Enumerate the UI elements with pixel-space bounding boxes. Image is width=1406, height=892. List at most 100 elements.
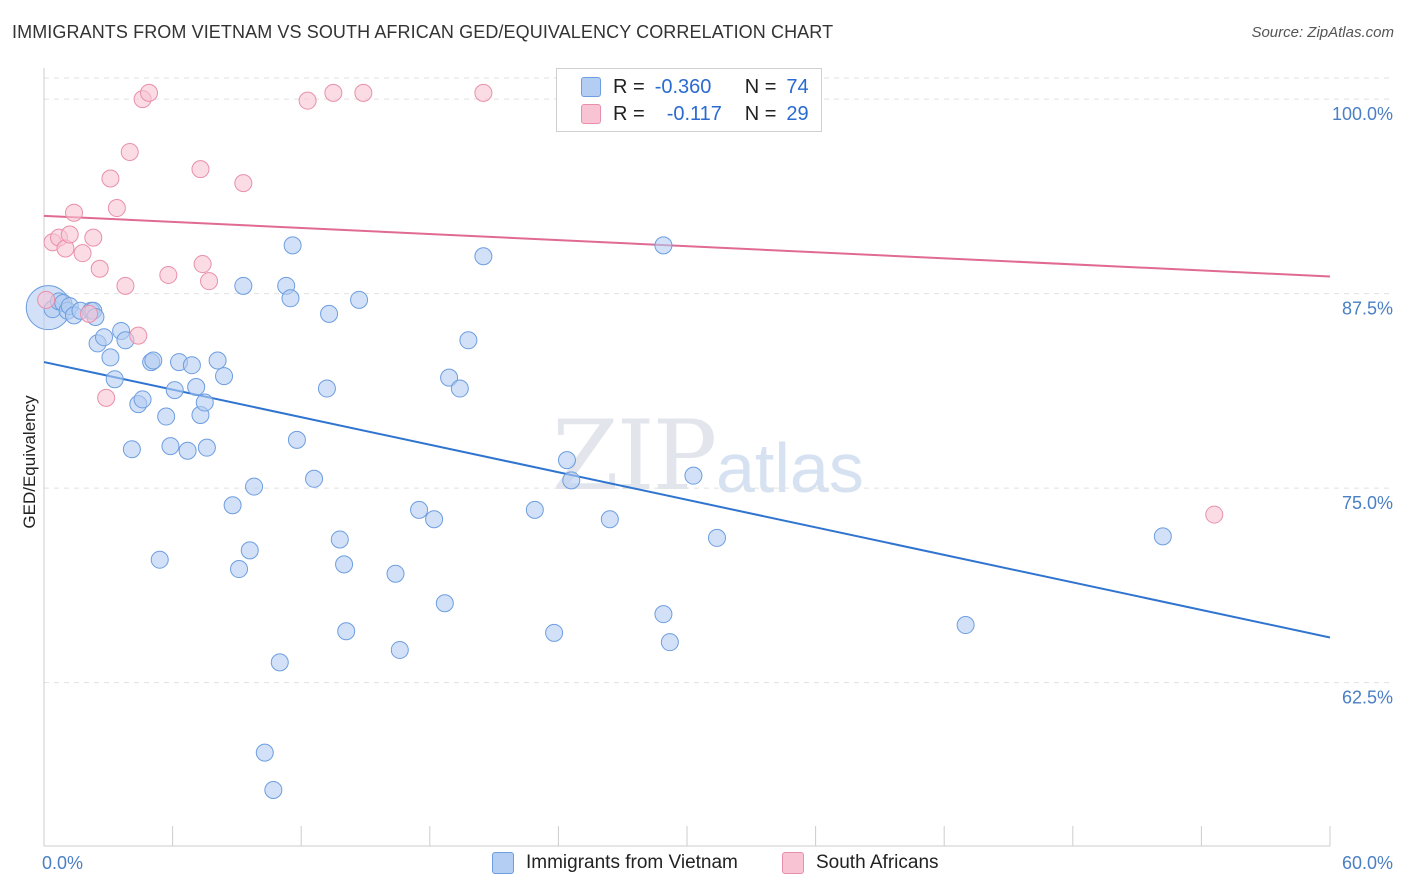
blue-data-point [105, 370, 124, 389]
blue-data-point [440, 368, 459, 387]
data-points [25, 83, 1224, 799]
legend-item-vietnam[interactable]: Immigrants from Vietnam [492, 852, 738, 874]
n-label: N = [744, 102, 777, 125]
blue-data-point [654, 605, 673, 624]
blue-data-point [178, 441, 197, 460]
pink-data-point [97, 388, 116, 407]
pink-data-point [159, 265, 178, 284]
blue-data-point [317, 379, 336, 398]
legend-label-vietnam: Immigrants from Vietnam [526, 852, 738, 873]
source-label: Source: ZipAtlas.com [1251, 24, 1394, 41]
pink-trend-line [43, 214, 1331, 278]
n-value: 74 [786, 75, 809, 98]
blue-data-point [425, 510, 444, 529]
pink-data-point [474, 83, 493, 102]
y-tick-label: 87.5% [1342, 299, 1393, 319]
watermark-zip: ZIP [552, 400, 717, 512]
blue-data-point [223, 496, 242, 515]
blue-data-point [459, 331, 478, 350]
pink-data-point [73, 244, 92, 263]
pink-data-point [80, 304, 99, 323]
blue-data-point [281, 289, 300, 308]
blue-data-point [230, 560, 249, 579]
chart-title: IMMIGRANTS FROM VIETNAM VS SOUTH AFRICAN… [12, 22, 834, 42]
blue-data-point [197, 438, 216, 457]
blue-swatch-icon [492, 852, 514, 874]
pink-data-point [116, 276, 135, 295]
blue-data-point [305, 469, 324, 488]
pink-data-point [60, 225, 79, 244]
pink-data-point [193, 255, 212, 274]
x-tick-label-start: 0.0% [42, 853, 83, 873]
pink-data-point [101, 169, 120, 188]
blue-data-point [386, 564, 405, 583]
watermark-atlas: atlas [716, 429, 864, 507]
r-label: R = [613, 102, 645, 125]
pink-data-point [354, 83, 373, 102]
y-tick-label: 75.0% [1342, 493, 1393, 513]
blue-data-point [122, 440, 141, 459]
blue-data-point [335, 555, 354, 574]
r-label: R = [613, 75, 645, 98]
axes [43, 68, 1331, 847]
blue-data-point [270, 653, 289, 672]
y-tick-label: 62.5% [1342, 688, 1393, 708]
gridlines [44, 77, 1392, 684]
pink-swatch-icon [581, 104, 601, 124]
r-value: -0.117 [666, 102, 722, 125]
r-value: -0.360 [654, 75, 712, 98]
axis-labels: 100.0% 87.5% 75.0% 62.5% 0.0% 60.0% GED/Equiva… [20, 104, 1393, 873]
blue-data-point [215, 367, 234, 386]
blue-data-point [654, 236, 673, 255]
blue-data-point [144, 351, 163, 370]
legend-item-south-africans[interactable]: South Africans [782, 852, 939, 874]
blue-data-point [350, 290, 369, 309]
blue-data-point [435, 594, 454, 613]
pink-data-point [65, 203, 84, 222]
blue-data-point [255, 743, 274, 762]
blue-data-point [283, 236, 302, 255]
blue-data-point [1153, 527, 1172, 546]
pink-data-point [234, 174, 253, 193]
blue-data-point [234, 276, 253, 295]
blue-data-point [525, 500, 544, 519]
pink-data-point [140, 83, 159, 102]
blue-data-point [557, 451, 576, 470]
blue-data-point [330, 530, 349, 549]
blue-data-point [562, 471, 581, 490]
legend-row-south-africans: R = -0.117 N = 29 [581, 102, 809, 126]
blue-data-point [161, 437, 180, 456]
pink-swatch-icon [782, 852, 804, 874]
pink-data-point [200, 272, 219, 291]
blue-data-point [208, 351, 227, 370]
legend-label-south-africans: South Africans [816, 852, 939, 873]
blue-data-point [133, 390, 152, 409]
blue-data-point [264, 780, 283, 799]
pink-data-point [90, 259, 109, 278]
blue-data-point [165, 381, 184, 400]
series-legend: Immigrants from Vietnam South Africans [0, 852, 1406, 878]
pink-data-point [191, 160, 210, 179]
blue-data-point [956, 616, 975, 635]
blue-data-point [150, 550, 169, 569]
blue-data-point [182, 356, 201, 375]
pink-data-point [324, 83, 343, 102]
blue-data-point [101, 348, 120, 367]
blue-data-point [410, 500, 429, 519]
blue-data-point [320, 304, 339, 323]
n-value: 29 [786, 102, 809, 125]
pink-data-point [129, 326, 148, 345]
blue-data-point [684, 466, 703, 485]
blue-data-point [245, 477, 264, 496]
correlation-legend: R = -0.360 N = 74 R = -0.117 N = 29 [556, 68, 822, 132]
blue-data-point [600, 510, 619, 529]
blue-data-point [195, 393, 214, 412]
blue-data-point [474, 247, 493, 266]
blue-data-point [157, 407, 176, 426]
pink-data-point [298, 91, 317, 110]
blue-data-point [287, 430, 306, 449]
blue-data-point [337, 622, 356, 641]
y-axis-label: GED/Equivalency [20, 395, 39, 529]
pink-data-point [37, 290, 56, 309]
